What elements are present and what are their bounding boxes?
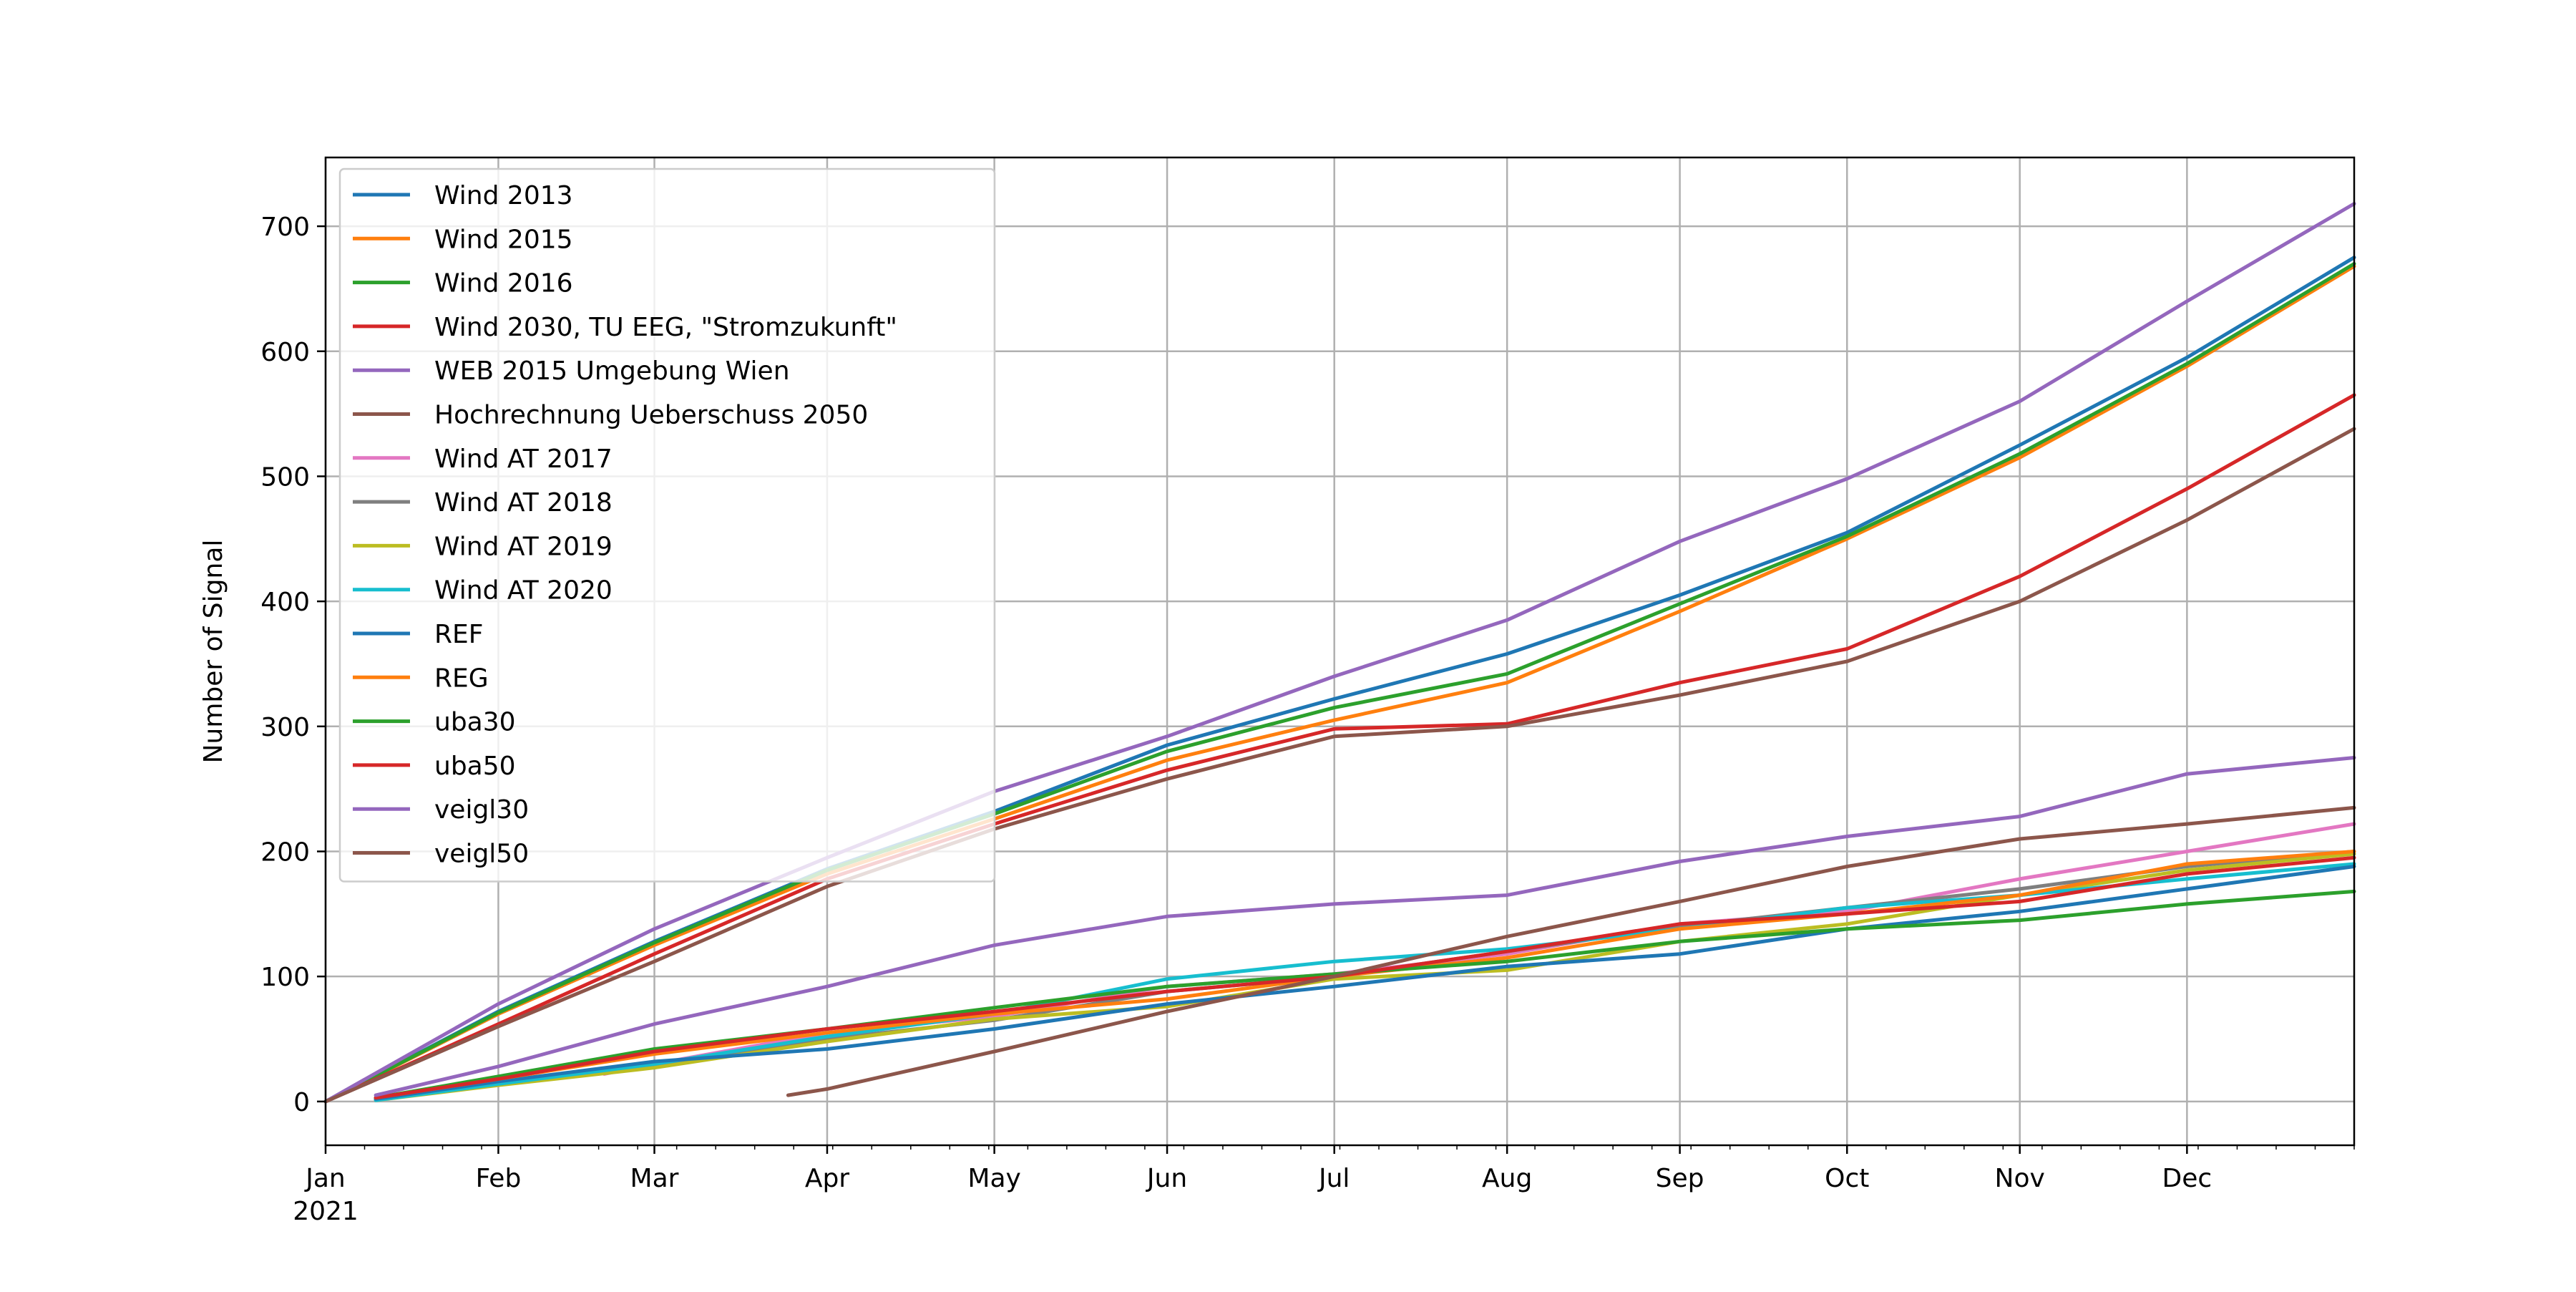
legend-label: WEB 2015 Umgebung Wien bbox=[434, 356, 790, 386]
series-line bbox=[323, 202, 2356, 1104]
series-line bbox=[323, 264, 2356, 1104]
legend: Wind 2013 Wind 2015 Wind 2016 Wind 2030, TU… bbox=[338, 167, 996, 883]
y-tick-label: 200 bbox=[260, 837, 310, 867]
legend-label: Wind 2015 bbox=[434, 225, 573, 254]
y-tick-label: 400 bbox=[260, 588, 310, 617]
x-tick-label: Jul bbox=[1317, 1164, 1350, 1193]
legend-label: veigl30 bbox=[434, 795, 529, 825]
legend-label: Wind 2030, TU EEG, "Stromzukunft" bbox=[434, 313, 897, 342]
y-axis-ticks: 0 100 200 300 400 500 600 700 bbox=[260, 213, 326, 1117]
legend-label: Wind AT 2019 bbox=[434, 532, 613, 561]
x-tick-label: Sep bbox=[1656, 1164, 1704, 1193]
legend-label: Wind AT 2017 bbox=[434, 445, 613, 474]
series-line bbox=[786, 805, 2356, 1097]
x-tick-label: Feb bbox=[476, 1164, 522, 1193]
x-tick-label: Oct bbox=[1825, 1164, 1869, 1193]
y-axis-label: Number of Signal bbox=[199, 540, 228, 764]
series-line bbox=[323, 262, 2356, 1104]
x-tick-label: Nov bbox=[1995, 1164, 2045, 1193]
y-tick-label: 100 bbox=[260, 963, 310, 992]
legend-label: veigl50 bbox=[434, 840, 529, 869]
legend-label: uba30 bbox=[434, 708, 516, 737]
legend-box bbox=[338, 167, 996, 883]
x-tick-label: Aug bbox=[1482, 1164, 1532, 1193]
x-axis-ticks: Jan 2021 Feb Mar Apr May Jun Jul Aug Sep Oct Nov Dec bbox=[293, 1145, 2355, 1226]
legend-label: uba50 bbox=[434, 752, 516, 781]
y-tick-label: 600 bbox=[260, 338, 310, 367]
series-line bbox=[374, 889, 2356, 1100]
y-tick-label: 500 bbox=[260, 462, 310, 492]
legend-label: Hochrechnung Ueberschuss 2050 bbox=[434, 401, 868, 430]
series-lines bbox=[323, 202, 2356, 1104]
legend-label: REG bbox=[434, 664, 489, 693]
legend-label: Wind AT 2018 bbox=[434, 488, 613, 518]
legend-label: Wind 2016 bbox=[434, 269, 573, 298]
x-tick-label: Mar bbox=[630, 1164, 679, 1193]
y-tick-label: 0 bbox=[293, 1088, 310, 1117]
y-tick-label: 700 bbox=[260, 213, 310, 242]
legend-label: REF bbox=[434, 620, 483, 649]
x-tick-sublabel: 2021 bbox=[293, 1197, 358, 1226]
x-tick-label: May bbox=[967, 1164, 1020, 1193]
x-tick-label: Jan bbox=[304, 1164, 346, 1193]
series-line bbox=[323, 393, 2356, 1104]
x-tick-label: Jun bbox=[1146, 1164, 1187, 1193]
series-line bbox=[374, 756, 2356, 1097]
series-line bbox=[323, 427, 2356, 1104]
legend-label: Wind AT 2020 bbox=[434, 576, 613, 606]
legend-label: Wind 2013 bbox=[434, 181, 573, 210]
x-tick-label: Apr bbox=[805, 1164, 849, 1193]
y-tick-label: 300 bbox=[260, 713, 310, 742]
series-line bbox=[374, 865, 2356, 1101]
x-tick-label: Dec bbox=[2162, 1164, 2212, 1193]
